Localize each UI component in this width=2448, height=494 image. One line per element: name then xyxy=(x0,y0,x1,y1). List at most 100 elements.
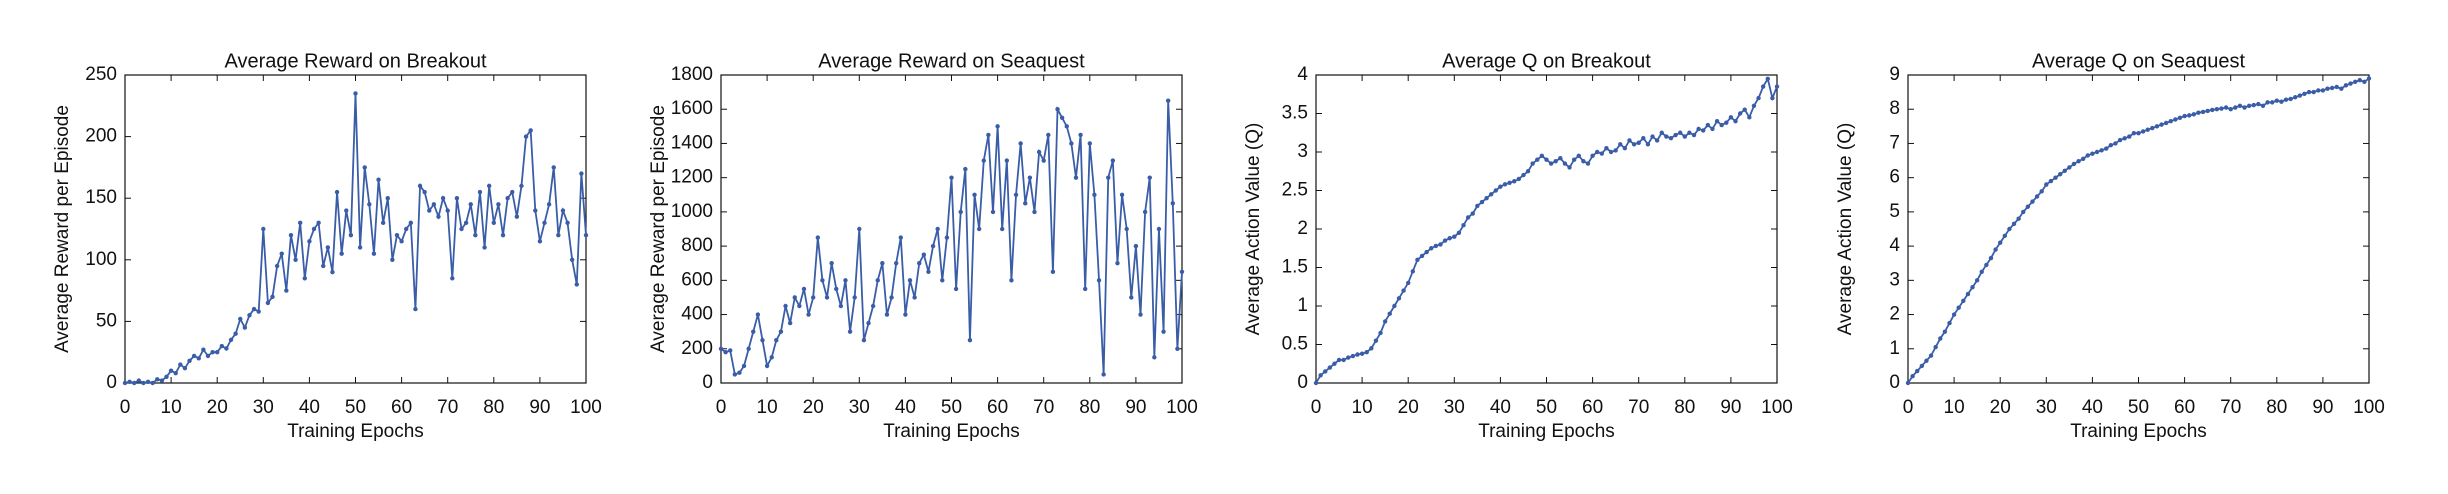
data-point xyxy=(1013,192,1019,197)
x-tick-label: 60 xyxy=(391,397,412,418)
data-point xyxy=(935,226,940,232)
data-point xyxy=(468,202,473,207)
data-point xyxy=(145,379,151,384)
data-point xyxy=(288,232,294,238)
data-point xyxy=(399,239,404,244)
data-point xyxy=(2223,105,2229,110)
data-point xyxy=(1595,149,1600,155)
data-point xyxy=(1618,142,1623,147)
y-tick-label: 3 xyxy=(1297,141,1308,162)
chart-title: Average Reward on Seaquest xyxy=(818,50,1085,72)
data-point xyxy=(233,331,238,336)
data-line xyxy=(124,93,587,384)
data-point xyxy=(537,239,543,244)
data-point xyxy=(2071,161,2077,167)
data-point xyxy=(769,355,774,360)
data-point xyxy=(1392,303,1397,309)
data-point xyxy=(583,232,589,238)
data-point xyxy=(1373,338,1379,343)
data-point xyxy=(921,252,927,257)
data-point xyxy=(2279,99,2284,104)
data-point xyxy=(404,226,409,232)
data-point xyxy=(302,276,307,281)
data-point xyxy=(732,372,738,377)
data-point xyxy=(500,232,506,238)
data-point xyxy=(778,329,784,334)
data-point xyxy=(2187,113,2192,118)
data-point xyxy=(569,257,575,262)
data-point xyxy=(551,165,556,170)
x-axis-label: Training Epochs xyxy=(287,421,424,442)
data-point xyxy=(2048,178,2054,184)
data-point xyxy=(178,362,183,367)
data-point xyxy=(215,350,220,355)
data-point xyxy=(926,269,931,274)
data-point xyxy=(1919,363,1925,369)
x-tick-label: 90 xyxy=(1125,397,1146,418)
data-point xyxy=(1581,159,1586,164)
y-tick-label: 250 xyxy=(85,64,117,85)
data-point xyxy=(986,132,991,138)
data-point xyxy=(224,346,229,351)
data-point xyxy=(2085,153,2090,158)
x-tick-label: 0 xyxy=(120,397,131,418)
data-point xyxy=(1636,140,1641,145)
data-point xyxy=(806,312,811,317)
data-point xyxy=(1530,161,1535,166)
data-point xyxy=(2205,108,2210,114)
y-tick-label: 400 xyxy=(681,304,713,325)
x-tick-label: 10 xyxy=(1352,397,1373,418)
data-point xyxy=(510,189,515,195)
y-tick-label: 0 xyxy=(106,372,117,393)
data-point xyxy=(523,134,529,139)
data-point xyxy=(1027,175,1033,180)
data-point xyxy=(1673,132,1678,138)
chart-title: Average Reward on Breakout xyxy=(224,50,486,72)
x-tick-label: 90 xyxy=(1720,397,1741,418)
data-point xyxy=(482,245,487,250)
data-point xyxy=(242,325,248,330)
data-point xyxy=(1965,291,1971,297)
data-point xyxy=(1318,373,1323,378)
y-tick-label: 7 xyxy=(1889,132,1900,153)
data-point xyxy=(514,214,520,219)
data-point xyxy=(219,343,225,349)
data-point xyxy=(1387,311,1392,316)
data-point xyxy=(1115,261,1120,266)
data-point xyxy=(737,370,742,375)
data-point xyxy=(1979,269,1984,274)
data-point xyxy=(1525,169,1531,174)
x-axis-label: Training Epochs xyxy=(2070,421,2207,442)
data-point xyxy=(2154,124,2160,129)
data-point xyxy=(1691,132,1697,138)
data-point xyxy=(1993,247,1998,252)
data-point xyxy=(995,124,1000,129)
data-point xyxy=(1701,128,1706,133)
data-point xyxy=(436,214,441,219)
data-point xyxy=(560,208,566,213)
data-point xyxy=(127,379,132,384)
chart-title: Average Q on Breakout xyxy=(1442,50,1651,72)
data-point xyxy=(574,282,579,287)
data-point xyxy=(2053,175,2058,180)
data-point xyxy=(1165,98,1171,103)
data-point xyxy=(2339,86,2344,91)
data-point xyxy=(1484,196,1489,201)
data-point xyxy=(1613,148,1618,153)
y-tick-label: 800 xyxy=(681,235,713,256)
data-point xyxy=(353,91,358,96)
data-point xyxy=(2334,84,2339,90)
data-point xyxy=(2306,89,2312,95)
data-point xyxy=(1654,138,1660,143)
data-point xyxy=(2348,81,2353,86)
y-tick-label: 6 xyxy=(1889,167,1900,188)
data-point xyxy=(2067,165,2072,170)
data-point xyxy=(1092,192,1097,197)
data-point xyxy=(1956,305,1961,310)
y-axis-label: Average Action Value (Q) xyxy=(1243,123,1264,336)
data-point xyxy=(2302,91,2307,97)
data-point xyxy=(1032,209,1037,215)
x-tick-label: 100 xyxy=(2353,397,2385,418)
y-axis-label: Average Action Value (Q) xyxy=(1835,123,1856,336)
x-tick-label: 30 xyxy=(253,397,274,418)
